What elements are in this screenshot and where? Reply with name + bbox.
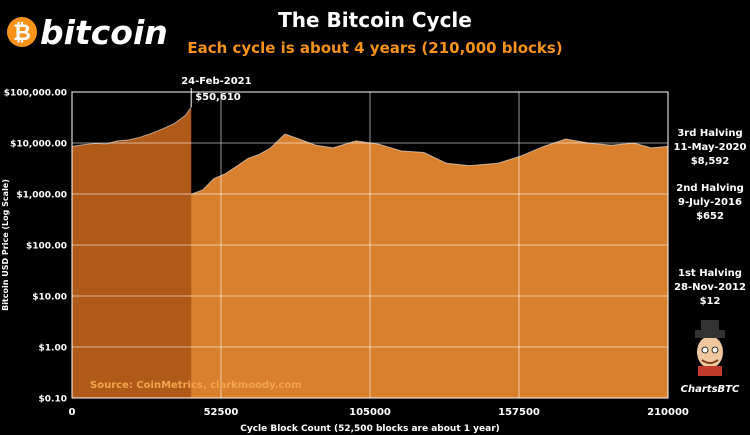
halving-2-name: 2nd Halving: [676, 183, 744, 194]
bitcoin-logo-icon: [7, 17, 37, 47]
y-axis-title: Bitcoin USD Price (Log Scale): [1, 179, 10, 311]
series-line-4: [71, 106, 192, 147]
halving-3-date: 11-May-2020: [674, 142, 747, 153]
axis-layer: 0 52500 105000 157500 210000 $0.10 $1.00 $10.00…: [4, 89, 689, 419]
halving-1-price: $12: [700, 296, 721, 307]
peak-annotation-date: 24-Feb-2021: [181, 76, 251, 87]
grid-layer: [72, 92, 668, 398]
halving-3-name: 3rd Halving: [677, 128, 742, 139]
x-axis-title: Cycle Block Count (52,500 blocks are abo…: [240, 424, 500, 434]
y-tick-label: $0.10: [39, 395, 67, 405]
bitcoin-logo-text: bitcoin: [40, 13, 168, 52]
y-tick-label: $100.00: [26, 242, 67, 252]
watermark-text: ChartsBTC: [681, 384, 740, 395]
plot-border: [71, 91, 669, 399]
halving-1-name: 1st Halving: [678, 268, 742, 279]
x-tick-label: 157500: [498, 407, 540, 418]
halving-label-2: 2nd Halving 9-July-2016 $652: [676, 183, 744, 222]
chart-title: The Bitcoin Cycle: [278, 8, 472, 32]
halving-3-price: $8,592: [691, 156, 730, 167]
x-tick-label: 0: [69, 407, 76, 418]
y-tick-label: $1.00: [39, 344, 67, 354]
chartsbtc-watermark: ChartsBTC: [681, 320, 740, 395]
halving-label-1: 1st Halving 28-Nov-2012 $12: [674, 268, 746, 307]
mascot-icon: [695, 320, 725, 376]
y-tick-label: $10.00: [32, 293, 67, 303]
halving-2-price: $652: [696, 211, 724, 222]
bitcoin-logo: ₿ bitcoin: [7, 13, 168, 52]
source-note: Source: CoinMetrics, clarkmoody.com: [90, 380, 302, 391]
y-tick-label: $1,000.00: [16, 191, 67, 201]
peak-annotation-value: $50,610: [195, 92, 241, 103]
peak-annotation: 24-Feb-2021 $50,610: [181, 76, 252, 108]
halving-2-date: 9-July-2016: [678, 197, 742, 208]
chart-subtitle: Each cycle is about 4 years (210,000 blo…: [187, 39, 562, 57]
y-tick-label: $10,000.00: [10, 140, 67, 150]
halving-1-date: 28-Nov-2012: [674, 282, 746, 293]
series-area-4: [72, 107, 192, 398]
x-tick-label: 52500: [204, 407, 239, 418]
halving-label-3: 3rd Halving 11-May-2020 $8,592: [674, 128, 747, 167]
y-tick-label: $100,000.00: [4, 89, 67, 99]
bitcoin-logo-symbol: ₿: [13, 21, 31, 46]
x-tick-label: 105000: [349, 407, 391, 418]
x-tick-label: 210000: [647, 407, 689, 418]
